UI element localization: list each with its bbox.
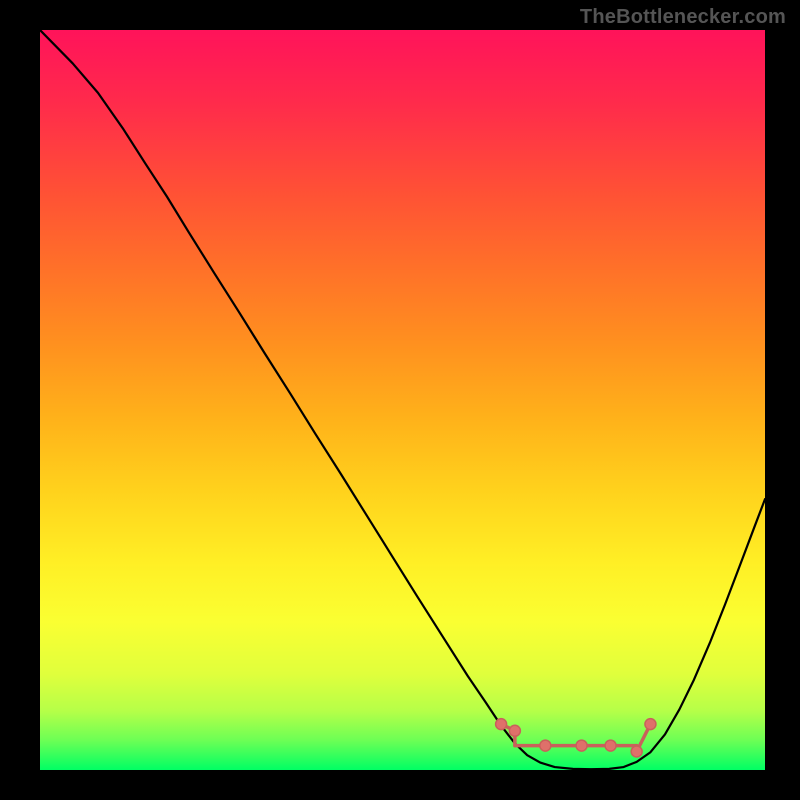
plateau-dot — [540, 740, 551, 751]
plateau-dot — [509, 725, 520, 736]
bottleneck-chart: TheBottlenecker.com — [0, 0, 800, 800]
plateau-dot — [645, 719, 656, 730]
plot-area — [40, 30, 765, 770]
watermark-text: TheBottlenecker.com — [580, 6, 786, 29]
plot-svg — [40, 30, 765, 770]
plateau-dot — [496, 719, 507, 730]
gradient-background — [40, 30, 765, 770]
plateau-dot — [631, 746, 642, 757]
plateau-dot — [576, 740, 587, 751]
plateau-dot — [605, 740, 616, 751]
